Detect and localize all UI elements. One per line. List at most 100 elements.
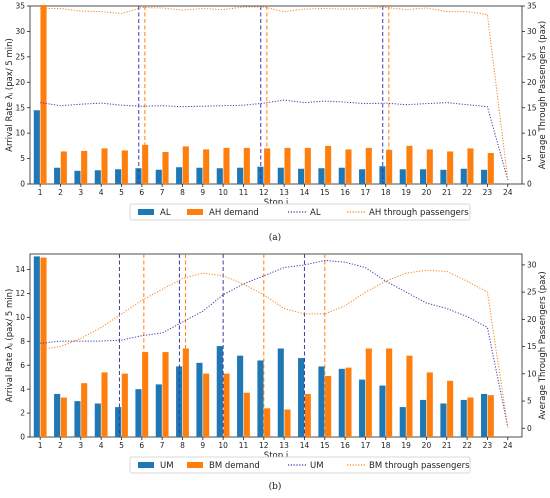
x-tick-label: 18 (381, 441, 391, 450)
legend-label: AH through passengers (369, 208, 469, 218)
x-tick-label: 3 (78, 188, 83, 197)
legend-swatch (187, 462, 203, 468)
y-tick-label: 0 (20, 180, 25, 189)
legend-label: AH demand (209, 208, 259, 218)
bar-ah-demand (243, 147, 250, 184)
bar-um (420, 399, 427, 437)
y2-tick-label: 35 (527, 2, 537, 11)
bar-bm-demand (264, 408, 271, 437)
y-axis-label: Arrival Rate λⱼ (pax/ 5 min) (5, 289, 15, 403)
bar-um (440, 403, 447, 437)
bar-ah-demand (60, 151, 67, 184)
bar-bm-demand (304, 393, 311, 437)
bar-ah-demand (121, 150, 128, 184)
bar-bm-demand (203, 373, 210, 437)
bar-al (33, 110, 40, 184)
y-tick-label: 6 (20, 361, 25, 370)
line-al (40, 99, 509, 181)
bar-al (318, 168, 325, 184)
y-tick-label: 8 (20, 337, 25, 346)
bar-ah-demand (406, 145, 413, 184)
bar-al (277, 167, 284, 184)
x-tick-label: 24 (503, 188, 513, 197)
bar-um (237, 355, 244, 437)
figure-caption: (b) (269, 481, 282, 492)
bar-um (298, 358, 305, 437)
x-tick-label: 1 (38, 441, 43, 450)
x-tick-label: 2 (58, 188, 63, 197)
y-tick-label: 15 (15, 103, 25, 112)
x-tick-label: 5 (119, 441, 124, 450)
x-tick-label: 23 (483, 441, 493, 450)
y-tick-label: 12 (15, 289, 25, 298)
y2-tick-label: 25 (527, 288, 537, 297)
x-axis-label: Stop j (264, 451, 288, 461)
y-tick-label: 25 (15, 52, 25, 61)
bar-um (94, 403, 101, 437)
x-tick-label: 12 (259, 441, 269, 450)
bar-al (440, 169, 447, 184)
legend-label: AL (310, 208, 321, 218)
bar-bm-demand (426, 372, 433, 437)
bar-um (257, 360, 264, 437)
plot-frame (29, 5, 523, 185)
x-tick-label: 22 (462, 441, 472, 450)
bar-ah-demand (223, 147, 230, 184)
bar-um (54, 393, 61, 437)
bar-um (74, 401, 81, 437)
legend-label: UM (310, 461, 324, 471)
bar-bm-demand (223, 373, 230, 437)
bar-bm-demand (162, 352, 169, 437)
y-tick-label: 2 (20, 409, 25, 418)
bar-al (74, 170, 81, 184)
x-tick-label: 22 (462, 188, 472, 197)
bar-al (298, 168, 305, 184)
bar-al (196, 167, 203, 184)
bar-al (338, 167, 345, 184)
bar-ah-demand (447, 151, 454, 184)
bar-um (399, 407, 406, 437)
bar-bm-demand (487, 395, 494, 437)
y2-tick-label: 0 (527, 424, 532, 433)
bar-um (338, 368, 345, 437)
legend-swatch (138, 462, 154, 468)
x-tick-label: 14 (300, 441, 310, 450)
bar-al (481, 169, 488, 184)
x-tick-label: 15 (320, 188, 330, 197)
bar-ah-demand (182, 146, 189, 184)
bar-al (420, 169, 427, 184)
y2-tick-label: 20 (527, 78, 537, 87)
x-tick-label: 21 (442, 441, 452, 450)
bar-um (277, 348, 284, 437)
x-tick-label: 11 (239, 188, 249, 197)
bar-ah-demand (365, 147, 372, 184)
bar-ah-demand (284, 147, 291, 184)
x-tick-label: 19 (401, 188, 411, 197)
x-tick-label: 2 (58, 441, 63, 450)
x-tick-label: 16 (340, 441, 350, 450)
x-tick-label: 5 (119, 188, 124, 197)
bar-bm-demand (365, 348, 372, 437)
bar-ah-demand (304, 147, 311, 184)
bar-ah-demand (162, 151, 169, 184)
bar-al (54, 167, 61, 184)
y2-tick-label: 30 (527, 27, 537, 36)
bar-um (359, 379, 366, 437)
line-um (40, 259, 509, 428)
x-tick-label: 15 (320, 441, 330, 450)
bar-al (399, 169, 406, 184)
x-tick-label: 10 (218, 441, 228, 450)
legend-label: BM through passengers (369, 461, 470, 471)
x-tick-label: 17 (361, 441, 371, 450)
bar-um (379, 385, 386, 437)
y-tick-label: 10 (15, 313, 25, 322)
bar-um (155, 384, 162, 437)
y2-tick-label: 10 (527, 129, 537, 138)
x-tick-label: 18 (381, 188, 391, 197)
y-tick-label: 10 (15, 129, 25, 138)
y2-tick-label: 0 (527, 180, 532, 189)
bar-bm-demand (467, 397, 474, 437)
